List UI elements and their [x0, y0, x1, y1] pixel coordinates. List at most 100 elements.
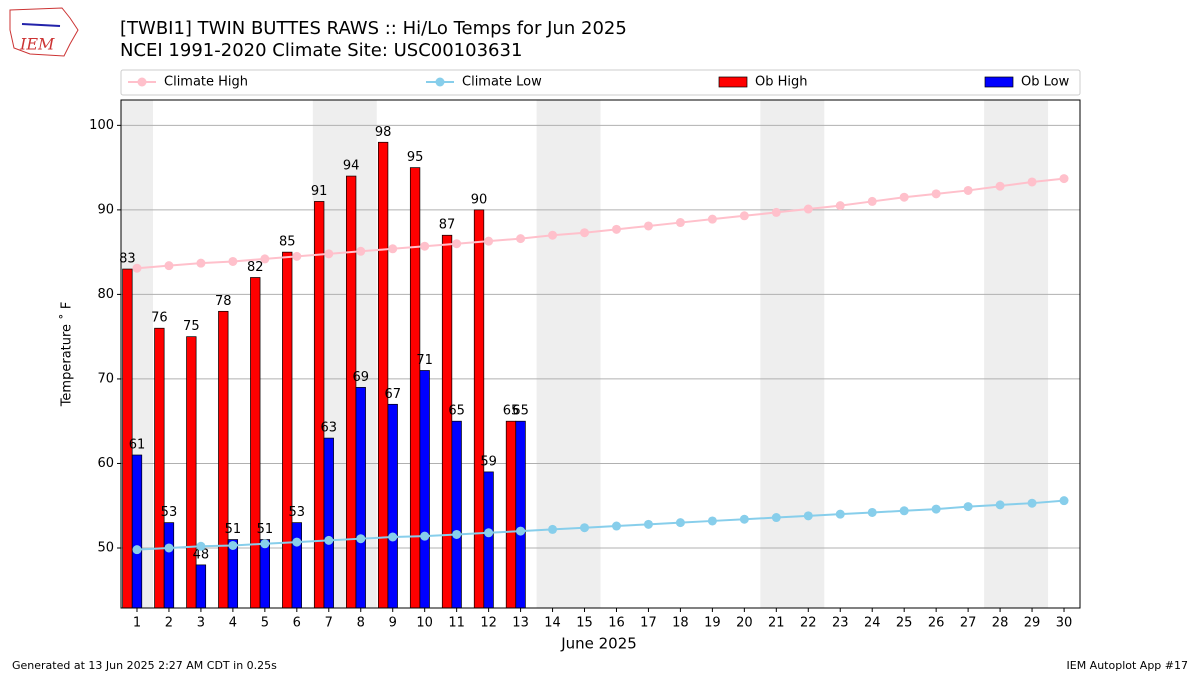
data-label: 53	[289, 505, 306, 520]
marker	[739, 514, 749, 524]
weekend-band	[760, 100, 825, 608]
marker	[260, 254, 270, 264]
x-tick-label: 5	[261, 616, 269, 631]
weekend-band	[536, 100, 601, 608]
marker	[164, 261, 174, 271]
y-tick-label: 90	[97, 202, 114, 217]
marker	[324, 535, 334, 545]
marker	[643, 221, 653, 231]
bar	[419, 370, 430, 609]
marker	[1027, 498, 1037, 508]
marker	[548, 524, 558, 534]
data-label: 61	[129, 438, 146, 453]
legend-frame	[120, 69, 1081, 96]
legend-label: Climate Low	[462, 75, 542, 90]
x-tick-label: 8	[357, 616, 365, 631]
data-label: 51	[257, 522, 274, 537]
marker	[931, 189, 941, 199]
bar	[291, 522, 302, 609]
logo: IEM	[9, 7, 79, 57]
x-tick-label: 3	[197, 616, 205, 631]
x-tick-label: 9	[389, 616, 397, 631]
bar	[314, 201, 325, 609]
marker	[803, 511, 813, 521]
bar	[195, 564, 207, 609]
data-label: 48	[193, 547, 210, 562]
marker	[132, 263, 142, 273]
chart-title: [TWBI1] TWIN BUTTES RAWS :: Hi/Lo Temps …	[120, 18, 627, 39]
x-tick-label: 1	[133, 616, 141, 631]
bar	[323, 437, 334, 609]
data-label: 65	[503, 404, 520, 419]
bar	[515, 420, 526, 609]
bar	[131, 454, 143, 609]
bar	[483, 471, 494, 609]
bar	[250, 277, 261, 609]
marker	[388, 244, 398, 254]
bar	[409, 167, 421, 609]
marker	[867, 196, 877, 206]
x-tick-label: 13	[512, 616, 529, 631]
line	[136, 499, 1065, 551]
x-tick-label: 11	[448, 616, 465, 631]
line	[136, 177, 1065, 270]
x-tick-label: 18	[672, 616, 689, 631]
marker	[707, 516, 717, 526]
x-axis-label: June 2025	[560, 635, 637, 653]
legend-marker	[435, 77, 445, 87]
y-tick-label: 100	[89, 118, 114, 133]
marker	[324, 249, 334, 259]
marker	[835, 201, 845, 211]
bar	[186, 336, 197, 609]
marker	[452, 529, 462, 539]
x-tick-label: 12	[480, 616, 497, 631]
marker	[228, 540, 238, 550]
marker	[1059, 174, 1069, 184]
marker	[164, 543, 174, 553]
marker	[228, 256, 238, 266]
x-tick-label: 10	[416, 616, 433, 631]
legend-swatch	[984, 76, 1014, 88]
marker	[420, 241, 430, 251]
marker	[867, 507, 877, 517]
data-label: 82	[247, 260, 264, 275]
data-label: 94	[343, 159, 360, 174]
plot-frame	[120, 99, 1081, 609]
marker	[196, 258, 206, 268]
y-axis-label: Temperature ˚ F	[59, 302, 75, 408]
data-label: 87	[439, 218, 456, 233]
x-tick-label: 25	[896, 616, 913, 631]
marker	[452, 239, 462, 249]
bar	[346, 175, 357, 609]
legend-marker	[137, 77, 147, 87]
y-tick-label: 80	[97, 287, 114, 302]
bar	[259, 539, 270, 609]
x-tick-label: 30	[1056, 616, 1073, 631]
marker	[611, 521, 621, 531]
y-tick-label: 50	[97, 540, 114, 555]
marker	[196, 541, 206, 551]
marker	[771, 513, 781, 523]
bar	[505, 420, 517, 609]
marker	[803, 204, 813, 214]
marker	[995, 181, 1005, 191]
data-label: 95	[407, 150, 424, 165]
marker	[132, 545, 142, 555]
marker	[771, 207, 781, 217]
x-tick-label: 21	[768, 616, 785, 631]
marker	[1027, 177, 1037, 187]
bar	[154, 327, 165, 609]
marker	[292, 251, 302, 261]
marker	[580, 523, 590, 533]
data-label: 65	[512, 404, 529, 419]
y-tick-label: 70	[97, 371, 114, 386]
x-tick-label: 19	[704, 616, 721, 631]
marker	[548, 230, 558, 240]
chart-subtitle: NCEI 1991-2020 Climate Site: USC00103631	[120, 40, 522, 61]
marker	[707, 214, 717, 224]
marker	[420, 531, 430, 541]
marker	[675, 518, 685, 528]
x-tick-label: 17	[640, 616, 657, 631]
x-tick-label: 27	[960, 616, 977, 631]
